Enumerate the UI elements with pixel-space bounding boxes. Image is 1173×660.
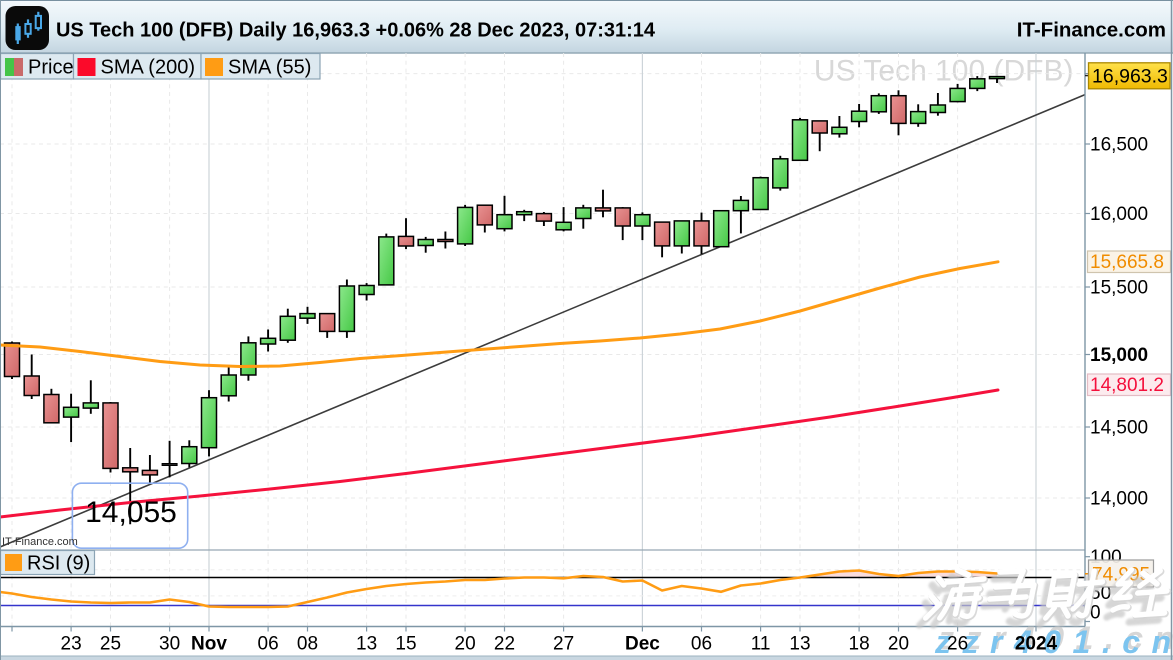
svg-text:26: 26 bbox=[947, 634, 968, 655]
svg-text:16,963.3: 16,963.3 bbox=[1092, 66, 1168, 88]
svg-text:2024: 2024 bbox=[1015, 634, 1058, 655]
svg-text:13: 13 bbox=[356, 634, 377, 655]
svg-text:14,500: 14,500 bbox=[1090, 418, 1148, 439]
svg-text:16,500: 16,500 bbox=[1090, 135, 1148, 156]
svg-text:RSI (9): RSI (9) bbox=[27, 553, 90, 575]
svg-text:US Tech 100 (DFB): US Tech 100 (DFB) bbox=[814, 55, 1074, 88]
svg-text:14,801.2: 14,801.2 bbox=[1090, 375, 1164, 396]
svg-text:SMA (200): SMA (200) bbox=[101, 57, 195, 79]
svg-text:15: 15 bbox=[395, 634, 416, 655]
svg-text:SMA (55): SMA (55) bbox=[228, 57, 311, 79]
svg-text:25: 25 bbox=[100, 634, 121, 655]
svg-text:15,665.8: 15,665.8 bbox=[1090, 252, 1164, 273]
svg-text:27: 27 bbox=[553, 634, 574, 655]
svg-text:US Tech 100 (DFB) Daily 16,963: US Tech 100 (DFB) Daily 16,963.3 +0.06% … bbox=[56, 19, 656, 42]
svg-text:06: 06 bbox=[691, 634, 712, 655]
svg-text:Nov: Nov bbox=[191, 634, 227, 655]
svg-text:15,500: 15,500 bbox=[1090, 278, 1148, 299]
svg-text:08: 08 bbox=[297, 634, 318, 655]
svg-text:11: 11 bbox=[751, 634, 771, 655]
svg-text:15,000: 15,000 bbox=[1090, 345, 1148, 366]
svg-text:zzr401.cn: zzr401.cn bbox=[934, 624, 1173, 660]
svg-text:30: 30 bbox=[159, 634, 180, 655]
svg-text:20: 20 bbox=[888, 634, 909, 655]
svg-text:13: 13 bbox=[789, 634, 810, 655]
svg-text:0: 0 bbox=[1090, 603, 1101, 624]
svg-text:zzr401.cn: zzr401.cn bbox=[937, 620, 1173, 656]
svg-text:06: 06 bbox=[258, 634, 279, 655]
svg-text:14,055: 14,055 bbox=[85, 496, 177, 529]
svg-text:Price: Price bbox=[28, 57, 74, 79]
svg-text:IT-Finance.com: IT-Finance.com bbox=[1017, 19, 1166, 42]
svg-text:Dec: Dec bbox=[625, 634, 660, 655]
svg-text:IT-Finance.com: IT-Finance.com bbox=[2, 536, 78, 548]
svg-text:14,000: 14,000 bbox=[1090, 489, 1148, 510]
svg-text:22: 22 bbox=[494, 634, 515, 655]
svg-text:20: 20 bbox=[455, 634, 476, 655]
svg-text:23: 23 bbox=[61, 634, 82, 655]
svg-text:16,000: 16,000 bbox=[1090, 204, 1148, 225]
svg-text:18: 18 bbox=[849, 634, 870, 655]
